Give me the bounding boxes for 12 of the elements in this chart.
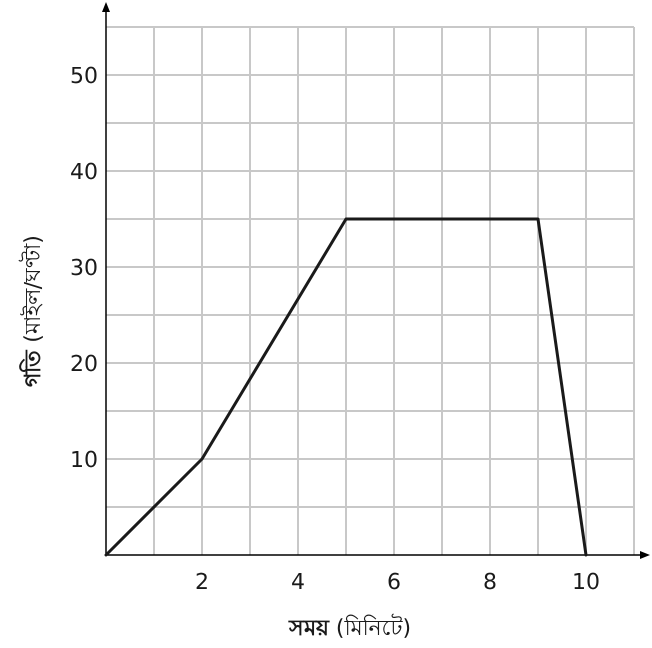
y-tick-label: 20 (70, 352, 98, 377)
x-axis-title: সময় (মিনিটে) (288, 614, 412, 641)
y-tick-label: 10 (70, 448, 98, 473)
y-axis-title: গতি (মাইল/ঘণ্টা) (19, 235, 46, 387)
x-tick-label: 6 (387, 570, 401, 595)
x-tick-label: 2 (195, 570, 209, 595)
y-tick-label: 50 (70, 64, 98, 89)
x-tick-label: 4 (291, 570, 305, 595)
x-tick-label: 10 (572, 570, 600, 595)
y-tick-label: 40 (70, 160, 98, 185)
x-tick-label: 8 (483, 570, 497, 595)
y-tick-label: 30 (70, 256, 98, 281)
